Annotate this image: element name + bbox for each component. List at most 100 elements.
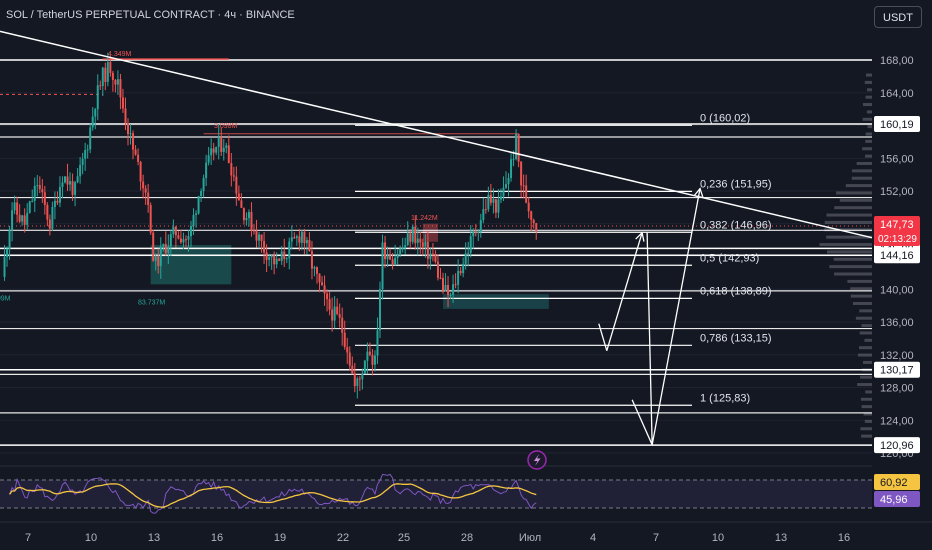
projection-leg[interactable]: [598, 323, 608, 351]
candle-body: [406, 233, 409, 246]
candle-body: [424, 241, 427, 247]
candle-body: [308, 240, 311, 252]
candle-body: [124, 108, 127, 124]
candle-body: [472, 232, 475, 237]
candle-body: [505, 184, 507, 188]
candle-body: [182, 239, 185, 243]
candle-body: [381, 242, 384, 290]
candle-body: [16, 202, 19, 215]
candle-body: [497, 199, 500, 213]
candle-body: [263, 240, 266, 253]
candle-body: [401, 248, 404, 250]
candle-body: [449, 294, 452, 296]
candle-body: [149, 205, 152, 233]
candle-body: [273, 255, 276, 265]
candle-body: [293, 237, 296, 239]
candle-body: [442, 277, 444, 291]
volume-profile-bar: [861, 405, 872, 409]
candle-body: [341, 317, 344, 333]
candle-body: [283, 251, 286, 260]
volume-profile-bar: [865, 95, 872, 99]
level-price-tag[interactable]: [874, 115, 920, 132]
candle-body: [492, 199, 495, 203]
trendline[interactable]: [0, 30, 873, 239]
volume-profile-bar: [824, 220, 872, 224]
level-price-tag[interactable]: [874, 247, 920, 264]
candle-body: [61, 182, 64, 188]
candle-body: [205, 162, 208, 179]
candle-body: [285, 258, 288, 260]
candle-body: [371, 354, 374, 365]
candle-body: [358, 378, 361, 380]
volume-annotation: 11.242M: [411, 215, 438, 222]
currency-button[interactable]: USDT: [874, 6, 922, 28]
descending-trendline[interactable]: [0, 30, 873, 239]
current-price-tag[interactable]: [874, 215, 920, 246]
volume-profile-bar: [826, 250, 872, 254]
time-tick-label: 28: [461, 532, 473, 544]
price-axis[interactable]: 168,00164,00160,00156,00152,00148,00144,…: [872, 0, 932, 550]
volume-profile-bar: [863, 360, 872, 364]
candle-body: [368, 351, 371, 355]
level-price-tag[interactable]: [874, 361, 920, 378]
candle-body: [351, 365, 354, 374]
candle-body: [242, 207, 245, 221]
candle-body: [51, 207, 54, 229]
candle-body: [137, 154, 140, 162]
projection-leg[interactable]: [606, 232, 643, 351]
candle-body: [250, 211, 253, 231]
candle-body: [527, 202, 530, 212]
dividend-event-marker[interactable]: [527, 450, 547, 470]
candle-body: [237, 193, 240, 201]
candle-body: [356, 378, 359, 387]
projection-leg[interactable]: [631, 399, 653, 446]
candle-body: [192, 214, 195, 227]
projection-leg[interactable]: [646, 188, 701, 445]
candle-body: [215, 146, 218, 153]
candle-body: [452, 284, 455, 295]
time-axis[interactable]: 7 10 13 16 19 22 25 28 Июл 4 7 10 13 16: [0, 521, 932, 544]
candle-body: [270, 255, 273, 258]
candle-body: [28, 201, 31, 213]
candle-body: [363, 360, 366, 374]
candle-body: [439, 277, 442, 279]
rsi-ma-value-tag: [874, 491, 920, 507]
volume-profile-bar: [866, 110, 872, 114]
rsi-ma-value-label: 45,96: [880, 494, 908, 506]
candle-body: [74, 182, 77, 195]
volume-profile-bar: [862, 147, 872, 151]
volume-profile-bar: [865, 73, 872, 77]
candle-countdown: 02:13:29: [878, 234, 917, 245]
time-tick-label: Июл: [519, 532, 541, 544]
lightning-glyph: [534, 454, 541, 466]
candle-body: [396, 255, 399, 258]
price-tick-label: 156,00: [880, 153, 914, 165]
volume-profile-bar: [839, 198, 872, 202]
candle-body: [23, 215, 26, 225]
candle-body: [416, 238, 419, 243]
candle-body: [467, 252, 470, 254]
candle-body: [217, 137, 220, 147]
candle-body: [58, 187, 61, 203]
candle-body: [81, 158, 84, 166]
volume-profile-bar: [826, 235, 872, 239]
candle-body: [13, 202, 16, 211]
candle-body: [104, 67, 107, 82]
candle-body: [184, 239, 187, 241]
volume-profile-bar: [850, 294, 872, 298]
horizontal-levels[interactable]: [0, 58, 872, 446]
volume-profile-bar: [852, 301, 872, 305]
fib-level-label: 1 (125,83): [700, 392, 750, 404]
projection-arrows[interactable]: [598, 187, 704, 446]
fibonacci-retracement[interactable]: 0 (160,02) 0,236 (151,95) 0,382 (146,96) 0,…: [355, 112, 772, 406]
volume-profile-bar: [851, 176, 872, 180]
time-tick-label: 10: [712, 532, 724, 544]
candle-body: [436, 261, 439, 278]
candle-body: [331, 309, 334, 321]
candle-body: [46, 204, 49, 220]
candle-body: [152, 232, 155, 261]
time-tick-label: 22: [337, 532, 349, 544]
level-price-tag[interactable]: [874, 437, 920, 454]
candle-body: [343, 332, 346, 347]
